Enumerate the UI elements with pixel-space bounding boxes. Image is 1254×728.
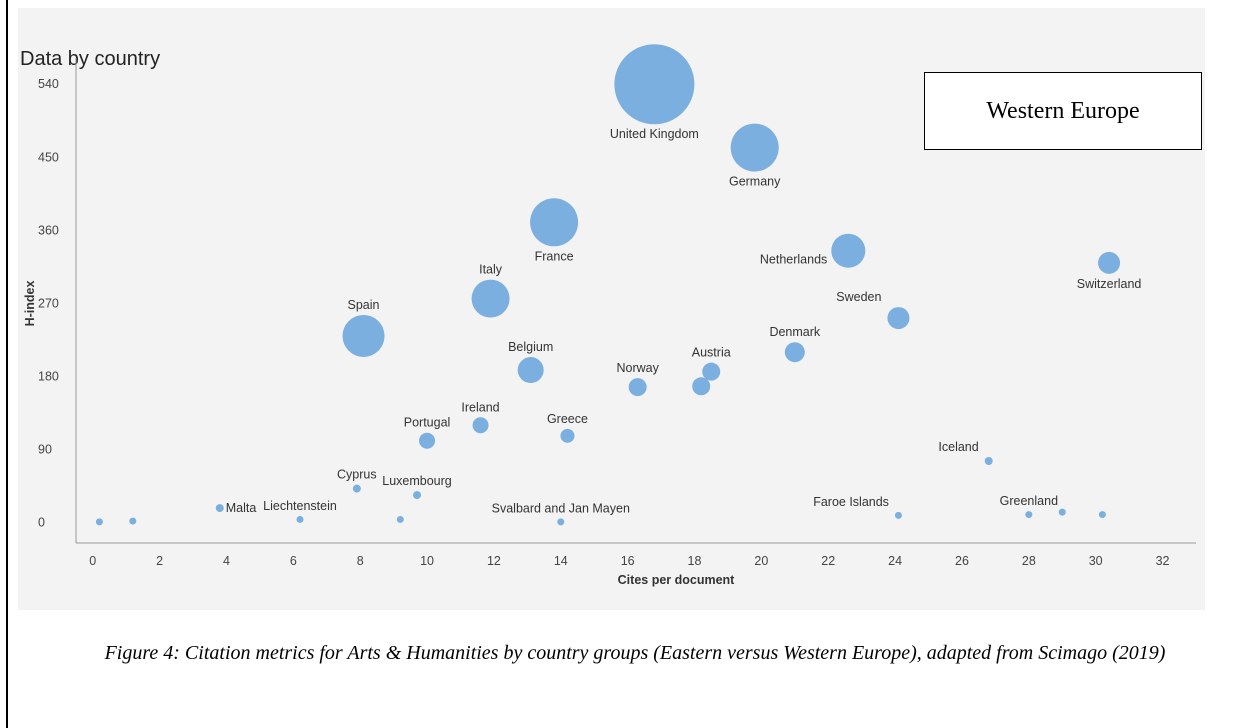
bubble	[396, 515, 404, 523]
scatter-chart: 0 2 4 6 8 10 12 14 16 18 20 22 24 26 28 30 3209018027036…	[23, 44, 1196, 587]
y-tick-label: 0	[38, 516, 45, 530]
point-label: Italy	[479, 263, 503, 277]
point-label: Svalbard and Jan Mayen	[492, 501, 630, 515]
point-label: Faroe Islands	[813, 495, 889, 509]
bubble	[692, 377, 711, 396]
x-tick-label: 16	[621, 554, 635, 568]
x-tick-label: 32	[1156, 554, 1170, 568]
y-tick-label: 180	[38, 370, 59, 384]
x-tick-label: 6	[290, 554, 297, 568]
point-label: Ireland	[461, 400, 499, 414]
bubble	[1058, 508, 1066, 516]
point-label: Switzerland	[1077, 277, 1142, 291]
bubble	[517, 357, 544, 384]
figure-caption: Figure 4: Citation metrics for Arts & Hu…	[104, 642, 1166, 664]
x-tick-label: 24	[888, 554, 902, 568]
point-label: Portugal	[404, 416, 451, 430]
y-tick-label: 540	[38, 77, 59, 91]
bubble	[342, 314, 385, 357]
point-label: Belgium	[508, 340, 553, 354]
point-label: Liechtenstein	[263, 499, 337, 513]
region-legend-box: Western Europe	[924, 72, 1202, 150]
bubble	[419, 432, 436, 449]
bubble	[702, 362, 721, 381]
bubble	[1098, 511, 1106, 519]
bubble	[472, 417, 489, 434]
bubble	[215, 504, 224, 513]
bubble	[352, 484, 361, 493]
bubble	[1025, 511, 1033, 519]
bubble	[471, 279, 510, 318]
x-tick-label: 8	[357, 554, 364, 568]
x-tick-label: 26	[955, 554, 969, 568]
point-label: Iceland	[938, 440, 978, 454]
bubble	[730, 123, 779, 172]
point-label: Cyprus	[337, 468, 377, 482]
bubble	[894, 511, 902, 519]
point-label: Greenland	[1000, 494, 1058, 508]
y-tick-label: 360	[38, 223, 59, 237]
y-axis-label: H-index	[23, 281, 37, 327]
bubble	[887, 307, 910, 330]
point-label: Netherlands	[760, 253, 827, 267]
bubble	[1098, 251, 1121, 274]
left-margin-rule	[6, 0, 8, 728]
bubble	[557, 518, 565, 526]
x-tick-label: 0	[89, 554, 96, 568]
point-label: United Kingdom	[610, 127, 699, 141]
chart-title: Data by country	[20, 48, 161, 70]
point-label: Malta	[226, 501, 257, 515]
x-tick-label: 14	[554, 554, 568, 568]
point-label: Greece	[547, 412, 588, 426]
bubble	[413, 491, 422, 500]
bubble	[831, 233, 866, 268]
label-layer: United Kingdom Germany France Netherlands Sw…	[226, 127, 1142, 515]
x-tick-label: 20	[754, 554, 768, 568]
y-tick-label: 450	[38, 150, 59, 164]
bubble	[984, 456, 993, 465]
x-tick-label: 22	[821, 554, 835, 568]
chart-axes: 0 2 4 6 8 10 12 14 16 18 20 22 24 26 28 30 3209018027036…	[38, 58, 1196, 568]
point-label: Austria	[692, 346, 731, 360]
point-label: Denmark	[769, 325, 820, 339]
bubble	[95, 518, 103, 526]
bubble	[129, 517, 137, 525]
point-label: Germany	[729, 175, 781, 189]
chart-panel: Data by country 0 2 4 6 8 10 12 14 16 18 20 22 24 26 2…	[18, 8, 1205, 610]
point-label: Norway	[616, 361, 659, 375]
bubble	[614, 44, 695, 125]
x-tick-label: 28	[1022, 554, 1036, 568]
y-tick-label: 90	[38, 443, 52, 457]
x-tick-label: 18	[688, 554, 702, 568]
x-tick-label: 10	[420, 554, 434, 568]
bubble	[784, 342, 805, 363]
point-label: Spain	[348, 298, 380, 312]
point-label: France	[535, 249, 574, 263]
x-tick-label: 4	[223, 554, 230, 568]
x-tick-label: 2	[156, 554, 163, 568]
bubble	[560, 428, 575, 443]
bubble-layer	[95, 44, 1121, 526]
x-tick-label: 12	[487, 554, 501, 568]
bubble	[628, 378, 647, 397]
point-label: Luxembourg	[382, 474, 452, 488]
y-tick-label: 270	[38, 296, 59, 310]
bubble	[530, 198, 579, 247]
x-tick-label: 30	[1089, 554, 1103, 568]
bubble	[296, 515, 304, 523]
point-label: Sweden	[836, 290, 881, 304]
x-axis-label: Cites per document	[618, 573, 736, 587]
